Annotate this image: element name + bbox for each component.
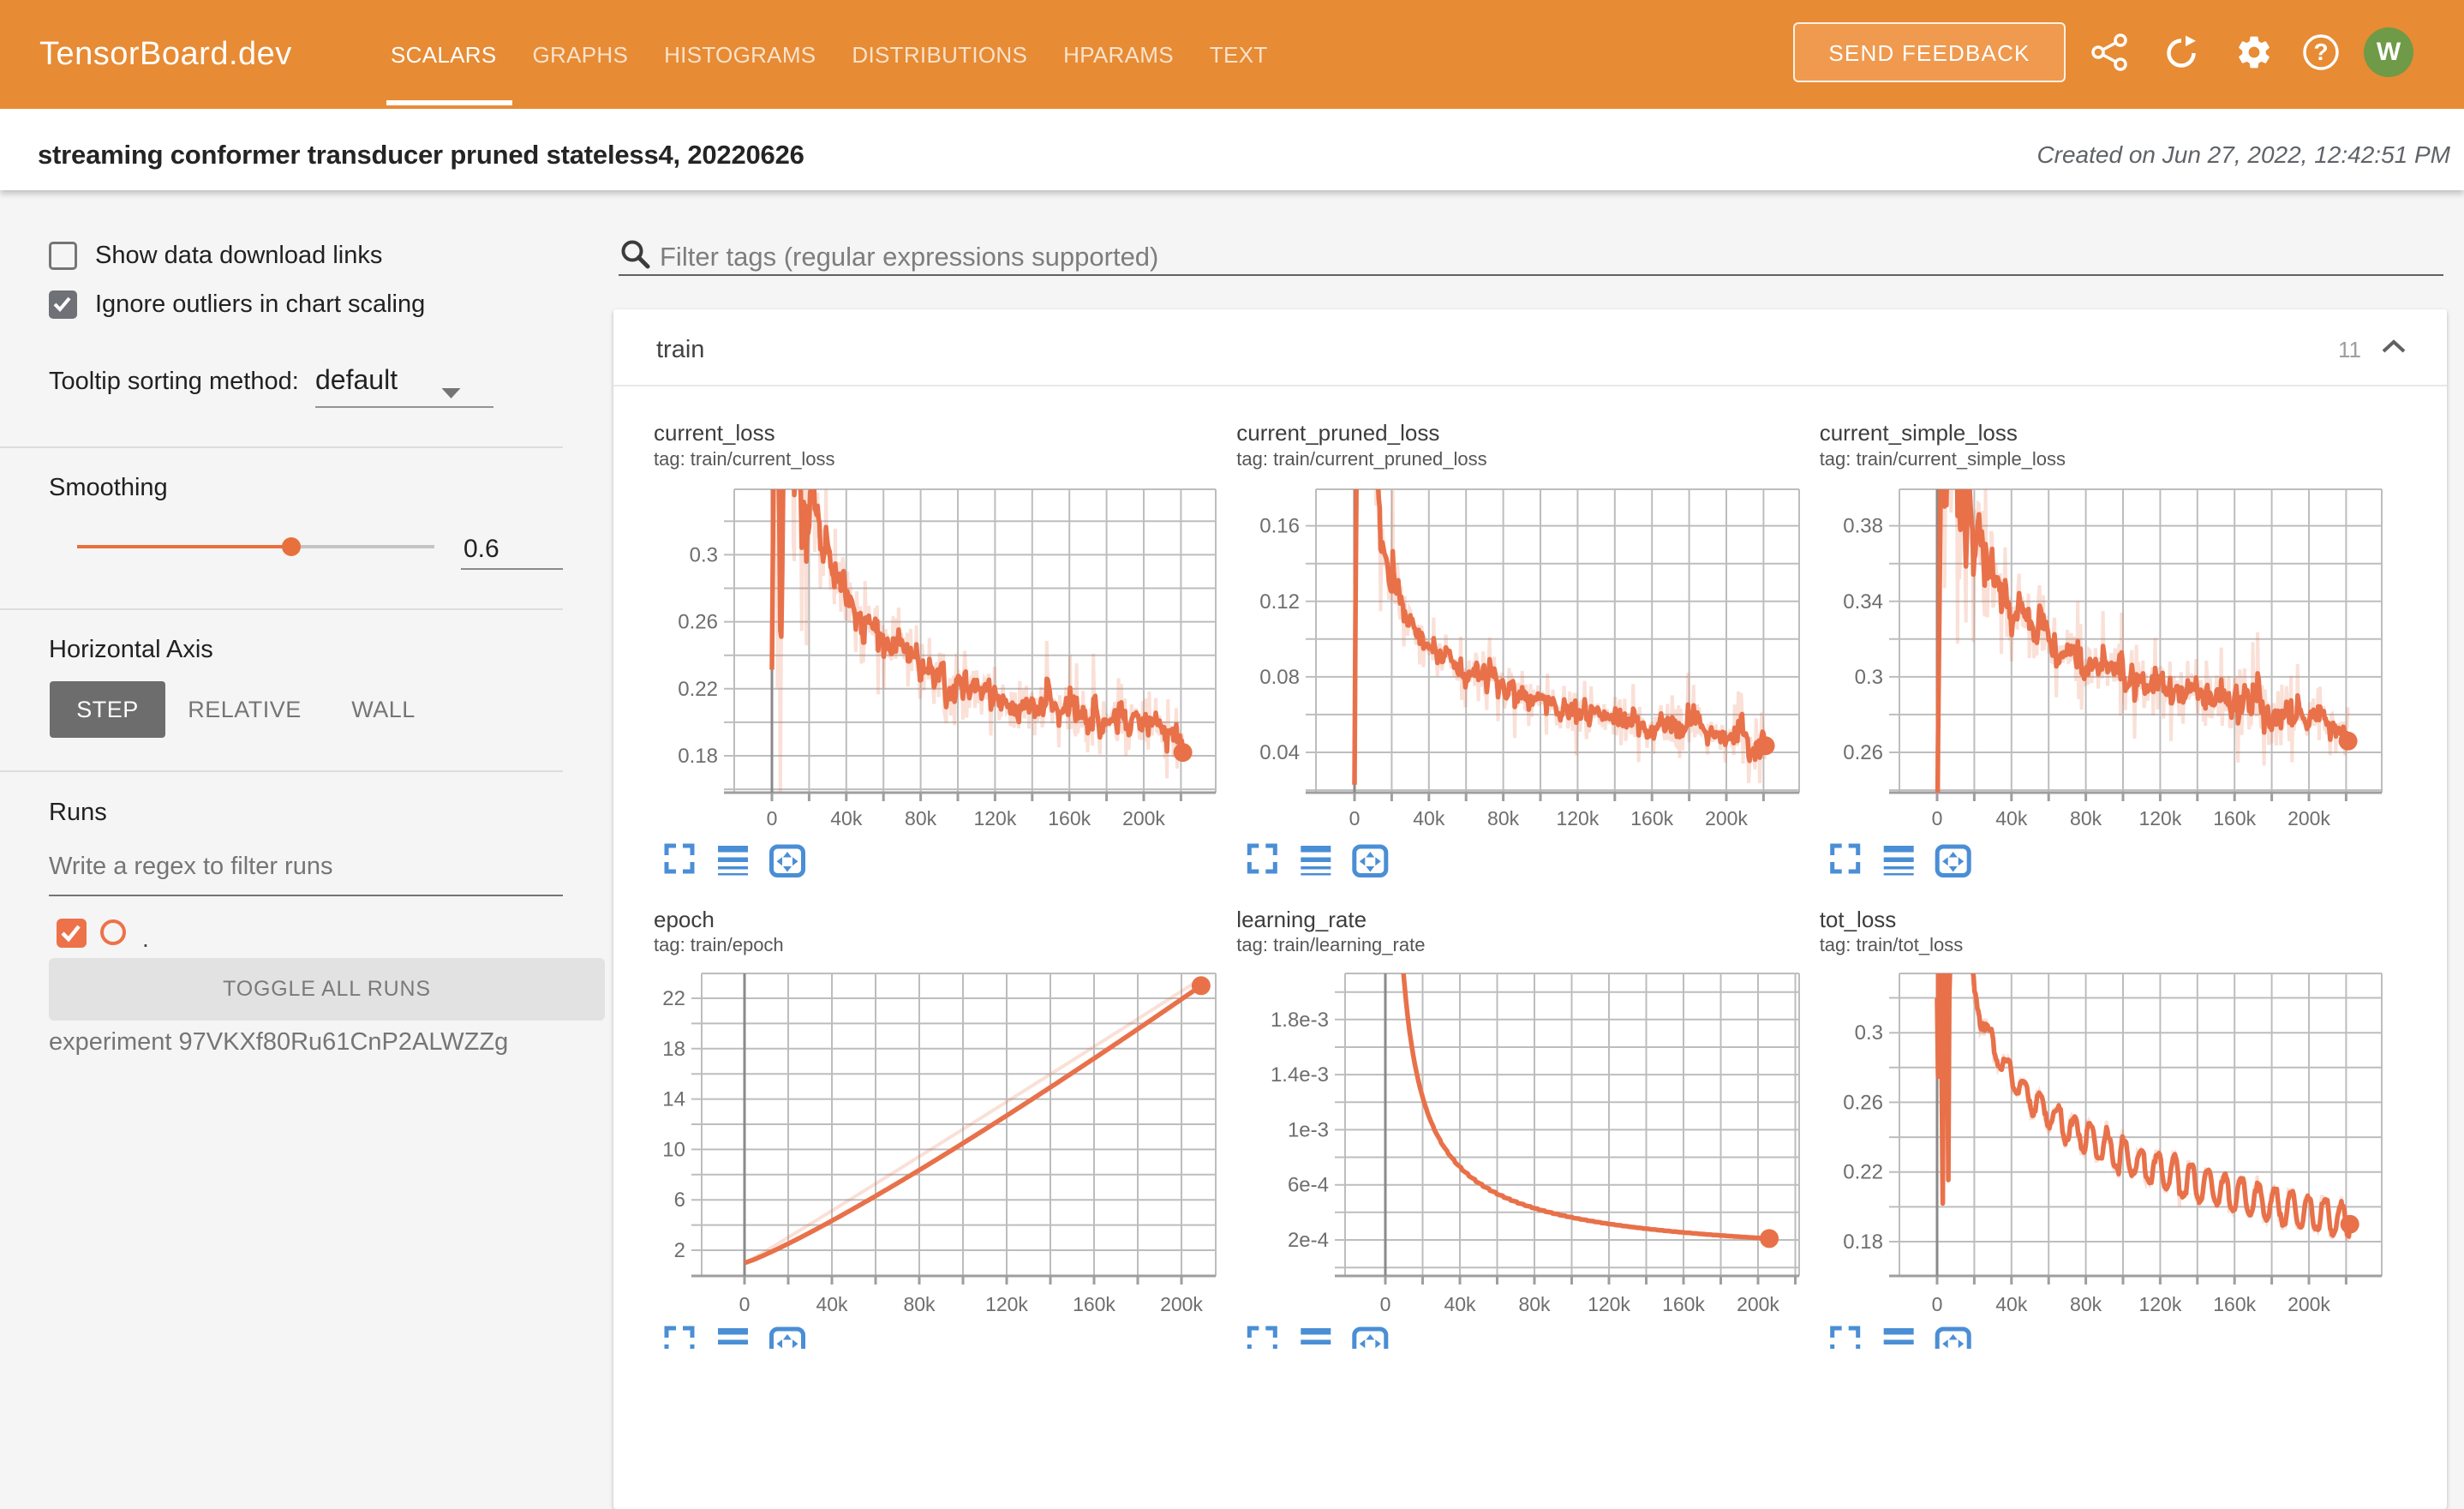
svg-text:?: ? [2313, 39, 2328, 65]
